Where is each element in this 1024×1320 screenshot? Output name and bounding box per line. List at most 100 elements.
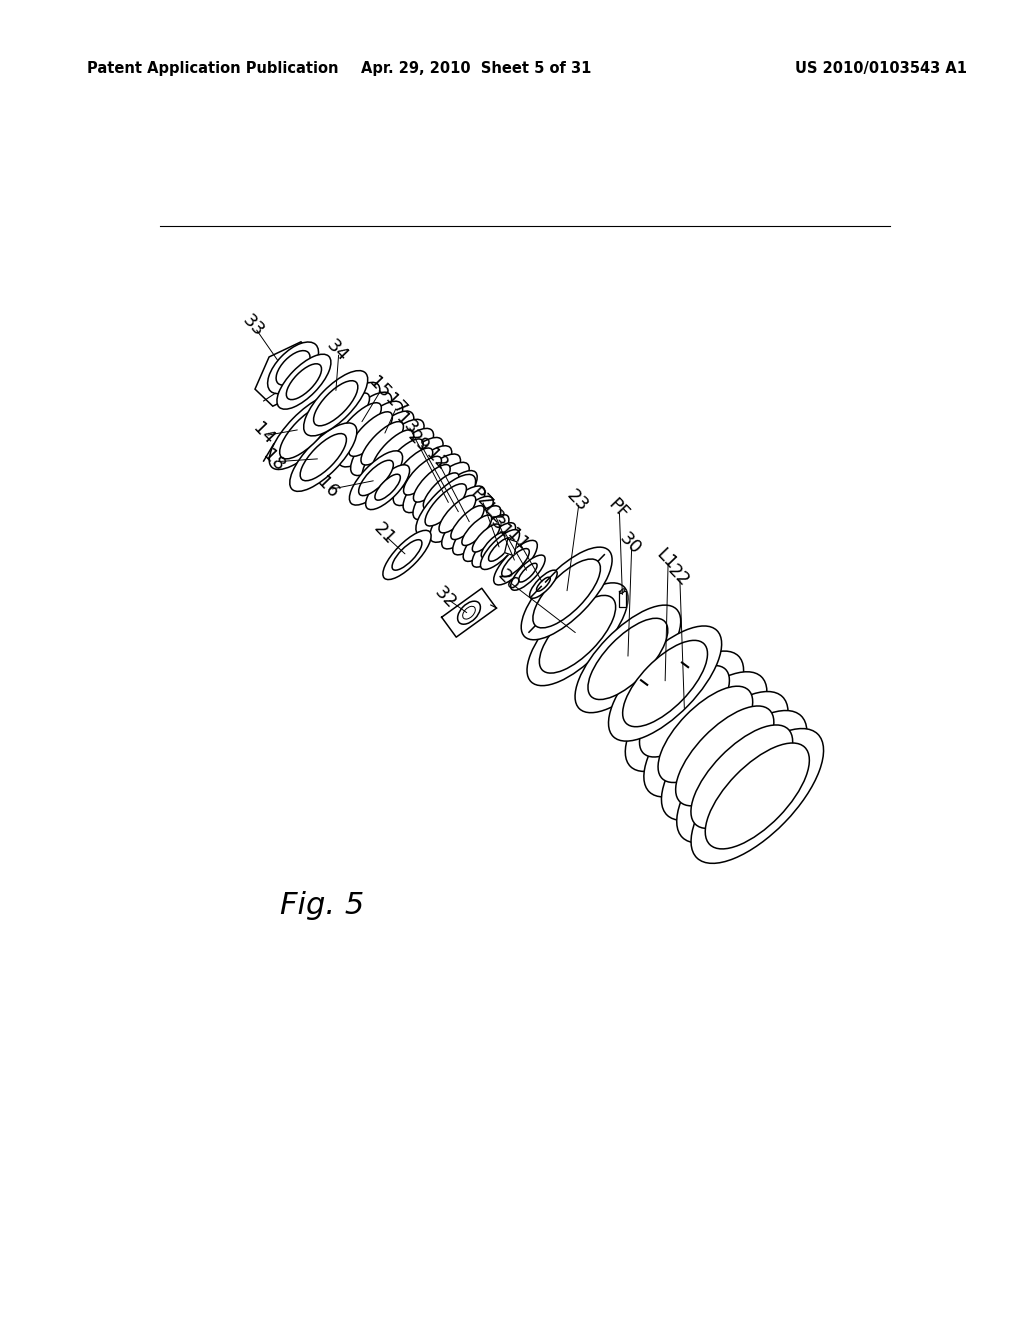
Ellipse shape [481, 532, 507, 558]
Ellipse shape [287, 364, 322, 400]
Ellipse shape [313, 383, 380, 450]
Text: 17: 17 [381, 391, 410, 420]
Ellipse shape [337, 403, 381, 449]
Ellipse shape [691, 729, 823, 863]
Ellipse shape [677, 710, 807, 843]
Ellipse shape [658, 686, 753, 783]
Ellipse shape [608, 626, 722, 741]
Ellipse shape [458, 601, 480, 624]
Text: 20: 20 [494, 566, 522, 595]
Text: US 2010/0103543 A1: US 2010/0103543 A1 [795, 61, 967, 75]
Ellipse shape [383, 531, 431, 579]
Ellipse shape [338, 401, 402, 467]
Ellipse shape [373, 430, 414, 473]
Ellipse shape [327, 392, 392, 459]
Ellipse shape [373, 429, 433, 491]
Ellipse shape [588, 618, 668, 700]
Ellipse shape [597, 628, 658, 690]
Ellipse shape [290, 422, 356, 491]
Ellipse shape [502, 549, 529, 577]
Ellipse shape [632, 649, 698, 717]
Ellipse shape [430, 486, 485, 543]
Ellipse shape [542, 569, 591, 618]
Ellipse shape [313, 380, 357, 426]
Text: 12: 12 [422, 446, 451, 475]
Text: L1: L1 [652, 545, 681, 573]
Ellipse shape [527, 583, 628, 685]
Text: PZ: PZ [466, 484, 496, 513]
Ellipse shape [641, 660, 689, 708]
Ellipse shape [644, 672, 767, 797]
Ellipse shape [620, 589, 625, 594]
Ellipse shape [441, 496, 494, 549]
Ellipse shape [350, 411, 414, 475]
Ellipse shape [519, 564, 538, 582]
Text: 11: 11 [503, 525, 531, 554]
Text: Fig. 5: Fig. 5 [280, 891, 364, 920]
Text: PF: PF [604, 495, 632, 523]
Ellipse shape [349, 451, 402, 506]
Text: 23: 23 [563, 487, 592, 516]
Ellipse shape [375, 474, 400, 500]
Ellipse shape [276, 351, 310, 385]
Text: 22: 22 [664, 561, 692, 590]
Ellipse shape [432, 482, 467, 516]
Ellipse shape [276, 354, 331, 409]
Ellipse shape [662, 692, 788, 820]
Ellipse shape [532, 558, 600, 628]
Text: Patent Application Publication: Patent Application Publication [87, 61, 339, 75]
Ellipse shape [537, 577, 550, 591]
Ellipse shape [463, 515, 509, 561]
Polygon shape [441, 589, 497, 638]
Ellipse shape [691, 725, 793, 829]
Text: 31: 31 [487, 513, 516, 543]
Polygon shape [620, 591, 626, 607]
Ellipse shape [304, 371, 368, 436]
Ellipse shape [472, 524, 500, 552]
Ellipse shape [488, 537, 512, 561]
Ellipse shape [413, 462, 469, 520]
Ellipse shape [451, 506, 484, 540]
Ellipse shape [494, 540, 538, 585]
Ellipse shape [300, 433, 346, 480]
Ellipse shape [349, 412, 392, 457]
Ellipse shape [280, 405, 333, 459]
Ellipse shape [267, 342, 318, 393]
Text: 34: 34 [323, 337, 351, 366]
Ellipse shape [425, 484, 467, 525]
Ellipse shape [462, 515, 492, 545]
Ellipse shape [393, 446, 452, 506]
Ellipse shape [362, 420, 424, 483]
Text: 14: 14 [249, 420, 279, 449]
Ellipse shape [548, 605, 607, 664]
Text: Apr. 29, 2010  Sheet 5 of 31: Apr. 29, 2010 Sheet 5 of 31 [361, 61, 591, 75]
Ellipse shape [480, 529, 519, 569]
Text: 30: 30 [615, 529, 644, 558]
Ellipse shape [439, 495, 476, 533]
Ellipse shape [676, 706, 774, 807]
Ellipse shape [324, 393, 370, 440]
Ellipse shape [403, 454, 461, 512]
Ellipse shape [472, 523, 515, 568]
Ellipse shape [706, 743, 809, 849]
Ellipse shape [423, 473, 459, 510]
Ellipse shape [422, 471, 477, 527]
Ellipse shape [639, 665, 729, 756]
Ellipse shape [626, 651, 743, 771]
Ellipse shape [360, 421, 403, 465]
Ellipse shape [521, 546, 612, 640]
Text: 29: 29 [404, 428, 433, 457]
Text: 33: 33 [239, 312, 268, 341]
Ellipse shape [414, 465, 451, 502]
Ellipse shape [393, 447, 433, 488]
Text: L2: L2 [480, 500, 508, 528]
Ellipse shape [463, 606, 475, 619]
Ellipse shape [383, 437, 443, 499]
Ellipse shape [358, 461, 393, 495]
Ellipse shape [529, 570, 557, 598]
Polygon shape [505, 539, 517, 556]
Text: 16: 16 [313, 474, 342, 503]
Text: 18: 18 [259, 446, 288, 475]
Text: 32: 32 [431, 582, 460, 612]
Polygon shape [255, 342, 318, 407]
